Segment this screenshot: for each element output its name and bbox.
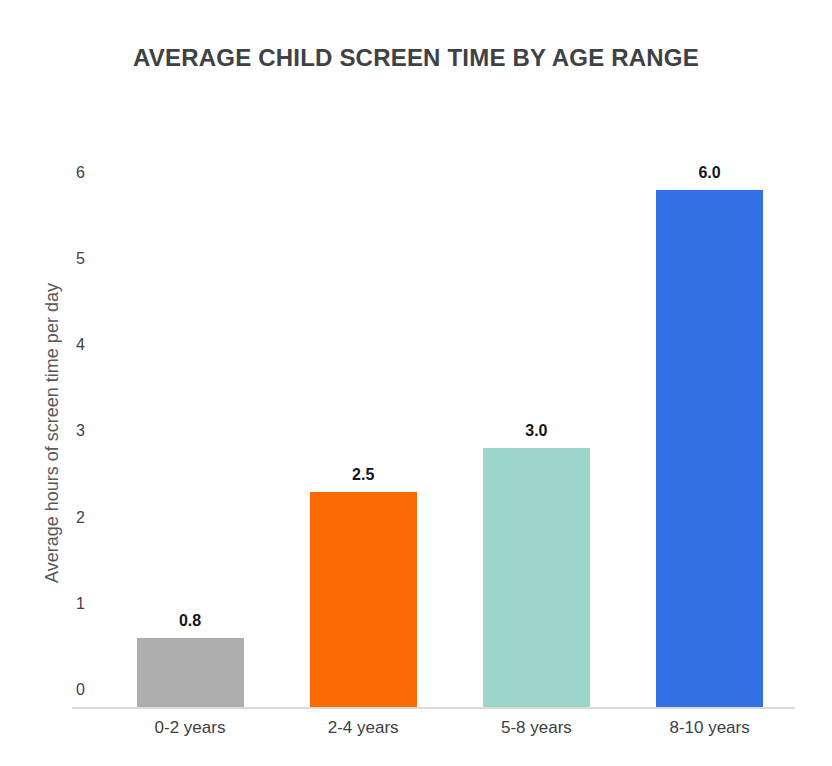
x-tick-label: 8-10 years	[635, 718, 785, 737]
y-tick-label: 3	[40, 421, 85, 441]
chart-title: AVERAGE CHILD SCREEN TIME BY AGE RANGE	[0, 44, 832, 72]
bar-value-label: 6.0	[650, 163, 770, 183]
x-tick-label: 0-2 years	[115, 718, 265, 737]
bar-0-2-years[interactable]	[137, 638, 244, 707]
y-tick-label: 4	[40, 335, 85, 355]
y-tick-label: 6	[40, 163, 85, 183]
chart-canvas: AVERAGE CHILD SCREEN TIME BY AGE RANGE A…	[0, 0, 832, 766]
y-tick-label: 2	[40, 508, 85, 528]
y-tick-label: 5	[40, 249, 85, 269]
x-axis-line	[72, 707, 795, 709]
y-tick-label: 0	[40, 680, 85, 700]
y-tick-label: 1	[40, 594, 85, 614]
bar-value-label: 0.8	[130, 611, 250, 631]
bar-5-8-years[interactable]	[483, 448, 590, 707]
bar-2-4-years[interactable]	[310, 492, 417, 707]
bar-8-10-years[interactable]	[656, 190, 763, 707]
x-tick-label: 2-4 years	[288, 718, 438, 737]
bar-value-label: 2.5	[303, 465, 423, 485]
x-tick-label: 5-8 years	[461, 718, 611, 737]
bar-value-label: 3.0	[476, 421, 596, 441]
